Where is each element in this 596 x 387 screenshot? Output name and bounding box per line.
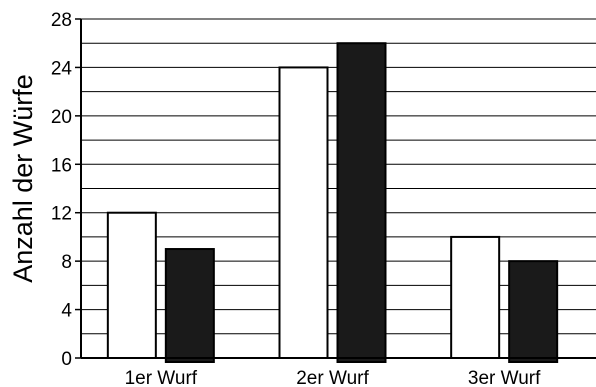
bar-3er-wurf-series-2 — [508, 260, 559, 363]
axes — [75, 18, 596, 359]
y-tick-label: 20 — [51, 107, 72, 128]
bars — [106, 42, 559, 364]
y-axis-title: Anzahl der Würfe — [8, 74, 38, 283]
bar-2er-wurf-series-2 — [336, 42, 387, 363]
x-tick-label: 2er Wurf — [296, 368, 369, 387]
y-tick-label: 24 — [51, 58, 73, 79]
bar-3er-wurf-series-1 — [450, 235, 501, 359]
bar-2er-wurf-series-1 — [278, 66, 329, 360]
y-tick-label: 28 — [51, 10, 72, 31]
y-tick-label: 8 — [61, 252, 72, 273]
bar-1er-wurf-series-2 — [164, 248, 215, 364]
bar-1er-wurf-series-1 — [106, 211, 157, 359]
x-tick-labels: 1er Wurf 2er Wurf 3er Wurf — [125, 368, 542, 387]
y-tick-label: 16 — [51, 155, 72, 176]
y-tick-label: 4 — [61, 301, 72, 322]
x-tick-label: 3er Wurf — [468, 368, 541, 387]
y-tick-label: 12 — [51, 204, 72, 225]
y-tick-labels: 0 4 8 12 16 20 24 28 — [51, 10, 73, 370]
x-tick-label: 1er Wurf — [125, 368, 198, 387]
y-tick-label: 0 — [61, 349, 72, 370]
